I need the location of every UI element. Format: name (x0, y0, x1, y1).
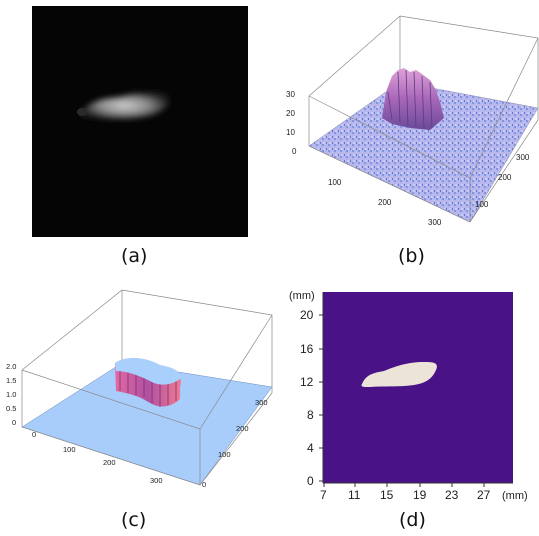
x-tick-label: 200 (103, 458, 116, 467)
z-tick-label: 1.5 (6, 376, 16, 385)
caption-a: (a) (121, 245, 148, 267)
caption-b: (b) (398, 245, 425, 267)
x-tick-label: 300 (428, 218, 442, 227)
y-tick-label: 12 (300, 375, 314, 389)
x-tick-label: 7 (320, 488, 327, 502)
x-tick-label: 100 (328, 178, 342, 187)
x-tick-label: 100 (63, 445, 76, 454)
z-tick-label: 0.5 (6, 404, 16, 413)
panel-c: 2.0 1.5 1.0 0.5 0 0 100 200 300 300 200 … (0, 275, 280, 536)
box-front-edges (308, 96, 539, 223)
z-tick-label: 20 (286, 109, 295, 118)
x-tick-label: 300 (150, 476, 163, 485)
caption-c: (c) (121, 509, 147, 531)
y-tick-label: 200 (236, 424, 249, 433)
y-tick-label: 0 (202, 480, 206, 489)
surface-plot-3d: 30 20 10 0 100 200 300 100 200 300 (286, 15, 539, 227)
y-tick-label: 8 (307, 408, 314, 422)
panel-b: 30 20 10 0 100 200 300 100 200 300 (b) (280, 0, 539, 270)
panel-a: (a) (0, 0, 280, 270)
z-tick-label: 2.0 (6, 362, 16, 371)
z-tick-label: 10 (286, 128, 295, 137)
x-tick-label: 11 (348, 488, 361, 502)
x-tick-label: 15 (380, 488, 394, 502)
z-tick-label: 30 (286, 90, 295, 99)
panel-d: (mm) 20 16 12 8 4 0 7 11 15 19 23 27 (mm… (280, 275, 539, 536)
z-tick-label: 1.0 (6, 390, 16, 399)
y-tick-label: 300 (255, 398, 268, 407)
x-tick-label: 27 (477, 488, 491, 502)
binary-surface-3d: 2.0 1.5 1.0 0.5 0 0 100 200 300 300 200 … (6, 289, 273, 489)
x-unit-label: (mm) (502, 490, 528, 502)
y-tick-label: 300 (516, 153, 530, 162)
x-tick-label: 200 (378, 198, 392, 207)
x-tick-label: 19 (413, 488, 427, 502)
y-tick-label: 4 (307, 441, 314, 455)
box-front-edges (21, 370, 273, 486)
y-tick-label: 100 (218, 450, 231, 459)
segmented-shape (361, 361, 437, 387)
peak-region (382, 68, 444, 130)
segmentation-map: (mm) 20 16 12 8 4 0 7 11 15 19 23 27 (mm… (289, 290, 528, 502)
caption-d: (d) (399, 509, 426, 531)
x-tick-label: 0 (32, 430, 36, 439)
grayscale-image (32, 6, 248, 237)
y-tick-label: 16 (300, 342, 314, 356)
z-tick-label: 0 (12, 418, 16, 427)
y-tick-label: 0 (307, 474, 314, 488)
y-tick-label: 20 (300, 308, 314, 322)
box-back-edges (308, 15, 539, 120)
z-tick-label: 0 (292, 147, 297, 156)
x-tick-label: 23 (445, 488, 459, 502)
y-unit-label: (mm) (289, 290, 315, 302)
plot-area (323, 292, 513, 483)
y-tick-label: 200 (498, 173, 512, 182)
box-back-edges (21, 289, 273, 393)
y-tick-label: 100 (475, 200, 489, 209)
